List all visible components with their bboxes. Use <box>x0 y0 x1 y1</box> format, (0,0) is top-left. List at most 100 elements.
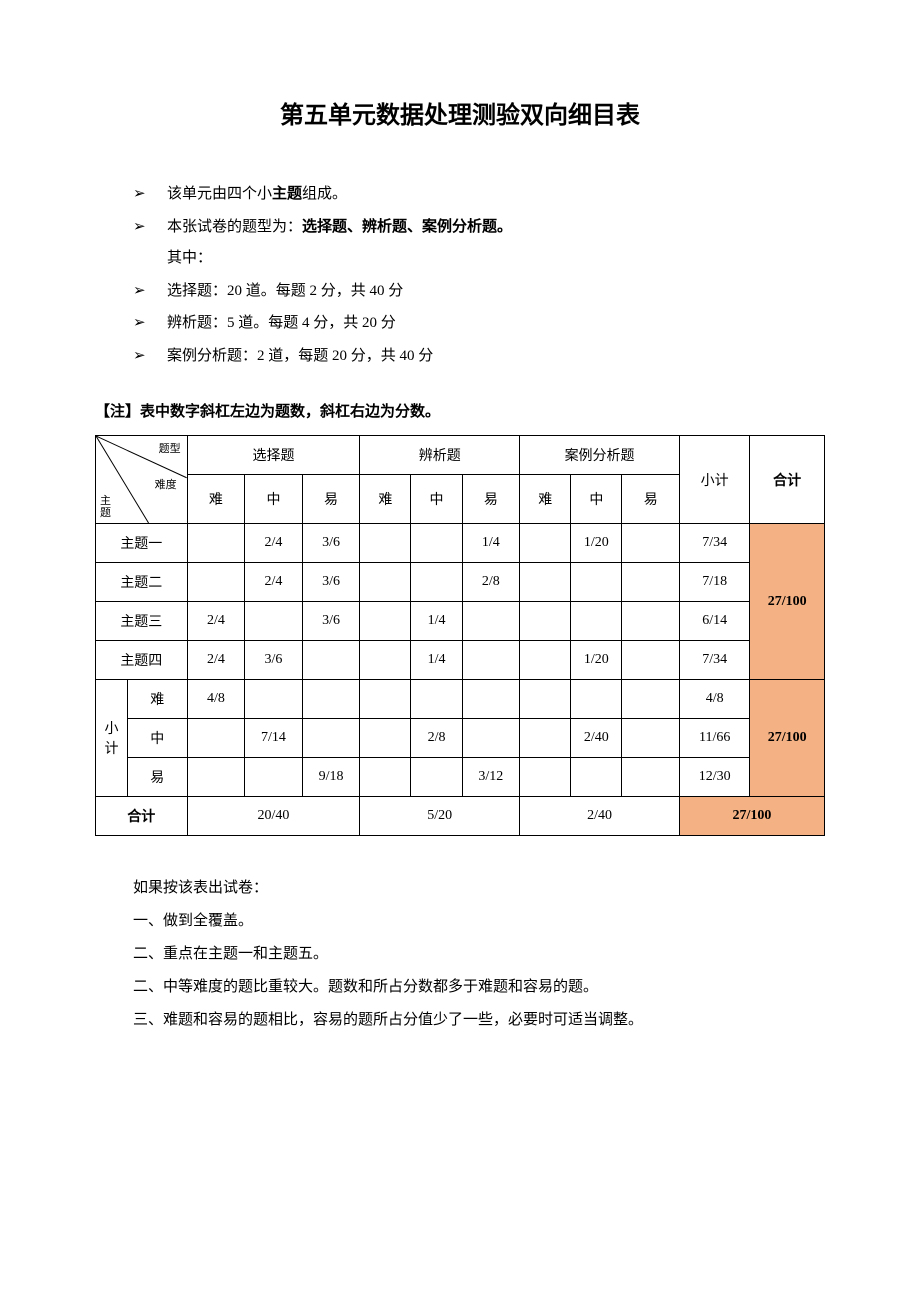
intro-line-3: 其中： <box>133 243 825 275</box>
footer-total-cell: 27/100 <box>680 797 825 836</box>
data-cell <box>245 680 303 719</box>
intro-line-4: ➢ 选择题：20 道。每题 2 分，共 40 分 <box>133 275 825 308</box>
data-cell <box>187 719 245 758</box>
grand-total-cell: 27/100 <box>750 680 825 797</box>
table-row: 主题一2/43/61/41/207/3427/100 <box>96 524 825 563</box>
subtotal-cell: 7/18 <box>680 563 750 602</box>
page-title: 第五单元数据处理测验双向细目表 <box>95 95 825 130</box>
data-cell <box>462 719 520 758</box>
intro-line-6: ➢ 案例分析题：2 道，每题 20 分，共 40 分 <box>133 340 825 373</box>
table-row: 易9/183/1212/30 <box>96 758 825 797</box>
data-cell <box>622 680 680 719</box>
sub-block-label: 小计 <box>96 680 128 797</box>
difficulty-header: 易 <box>462 475 520 524</box>
subtotal-cell: 4/8 <box>680 680 750 719</box>
row-label: 主题一 <box>96 524 188 563</box>
data-cell: 1/4 <box>411 641 462 680</box>
after-line: 三、难题和容易的题相比，容易的题所占分值少了一些，必要时可适当调整。 <box>133 1004 825 1037</box>
data-cell <box>302 719 360 758</box>
data-cell <box>302 680 360 719</box>
type-header: 辨析题 <box>360 436 520 475</box>
subtotal-header: 小计 <box>680 436 750 524</box>
subtotal-cell: 12/30 <box>680 758 750 797</box>
data-cell <box>187 524 245 563</box>
data-cell: 1/4 <box>462 524 520 563</box>
document-page: 第五单元数据处理测验双向细目表 ➢ 该单元由四个小主题组成。 ➢ 本张试卷的题型… <box>0 0 920 1302</box>
data-cell: 7/14 <box>245 719 303 758</box>
difficulty-header: 易 <box>302 475 360 524</box>
bullet-arrow-icon: ➢ <box>133 275 167 307</box>
table-note: 【注】表中数字斜杠左边为题数，斜杠右边为分数。 <box>95 400 825 421</box>
row-label: 主题二 <box>96 563 188 602</box>
data-cell <box>360 602 411 641</box>
data-cell <box>302 641 360 680</box>
table-body: 题型难度主题选择题辨析题案例分析题小计合计难中易难中易难中易主题一2/43/61… <box>96 436 825 836</box>
header-label-difficulty: 难度 <box>155 476 177 492</box>
text-bold: 主题 <box>272 186 302 202</box>
data-cell <box>622 719 680 758</box>
data-cell: 3/12 <box>462 758 520 797</box>
after-block: 如果按该表出试卷：一、做到全覆盖。二、重点在主题一和主题五。二、中等难度的题比重… <box>133 872 825 1037</box>
intro-block: ➢ 该单元由四个小主题组成。 ➢ 本张试卷的题型为：选择题、辨析题、案例分析题。… <box>133 178 825 372</box>
text-bold: 选择题、辨析题、案例分析题。 <box>302 219 512 235</box>
header-label-topic: 主题 <box>100 495 111 519</box>
row-label: 主题四 <box>96 641 188 680</box>
data-cell <box>360 719 411 758</box>
difficulty-header: 难 <box>187 475 245 524</box>
data-cell: 4/8 <box>187 680 245 719</box>
data-cell: 2/4 <box>187 641 245 680</box>
table-row: 合计20/405/202/4027/100 <box>96 797 825 836</box>
subtotal-cell: 6/14 <box>680 602 750 641</box>
after-line: 二、中等难度的题比重较大。题数和所占分数都多于难题和容易的题。 <box>133 971 825 1004</box>
data-cell <box>360 680 411 719</box>
data-cell <box>187 758 245 797</box>
difficulty-header: 难 <box>360 475 411 524</box>
intro-text-bold: 辨析题：5 道。每题 4 分，共 20 分 <box>167 308 396 340</box>
table-row: 主题三2/43/61/46/14 <box>96 602 825 641</box>
footer-label: 合计 <box>96 797 188 836</box>
intro-text: 该单元由四个小主题组成。 <box>167 179 347 211</box>
bullet-arrow-icon: ➢ <box>133 307 167 339</box>
data-cell <box>622 758 680 797</box>
data-cell <box>520 680 571 719</box>
total-header: 合计 <box>750 436 825 524</box>
data-cell <box>520 602 571 641</box>
data-cell <box>360 563 411 602</box>
sub-diff-label: 易 <box>127 758 187 797</box>
after-line: 如果按该表出试卷： <box>133 872 825 905</box>
data-cell: 2/4 <box>245 524 303 563</box>
table-row: 中7/142/82/4011/66 <box>96 719 825 758</box>
intro-text-bold: 选择题：20 道。每题 2 分，共 40 分 <box>167 276 403 308</box>
table-row: 主题二2/43/62/87/18 <box>96 563 825 602</box>
data-cell <box>520 563 571 602</box>
data-cell <box>360 524 411 563</box>
data-cell <box>520 758 571 797</box>
data-cell <box>622 563 680 602</box>
table-row: 小计难4/84/827/100 <box>96 680 825 719</box>
footer-cell: 2/40 <box>520 797 680 836</box>
difficulty-header: 易 <box>622 475 680 524</box>
data-cell: 2/8 <box>462 563 520 602</box>
data-cell <box>411 680 462 719</box>
difficulty-header: 难 <box>520 475 571 524</box>
intro-line-5: ➢ 辨析题：5 道。每题 4 分，共 20 分 <box>133 307 825 340</box>
data-cell <box>622 524 680 563</box>
grand-total-cell: 27/100 <box>750 524 825 680</box>
intro-line-1: ➢ 该单元由四个小主题组成。 <box>133 178 825 211</box>
data-cell <box>520 719 571 758</box>
spec-table: 题型难度主题选择题辨析题案例分析题小计合计难中易难中易难中易主题一2/43/61… <box>95 435 825 836</box>
after-line: 二、重点在主题一和主题五。 <box>133 938 825 971</box>
data-cell <box>622 602 680 641</box>
text-fragment: 该单元由四个小 <box>167 186 272 202</box>
after-line: 一、做到全覆盖。 <box>133 905 825 938</box>
intro-text: 本张试卷的题型为：选择题、辨析题、案例分析题。 <box>167 212 512 244</box>
table-row: 主题四2/43/61/41/207/34 <box>96 641 825 680</box>
data-cell: 2/4 <box>187 602 245 641</box>
data-cell <box>360 641 411 680</box>
data-cell: 3/6 <box>302 563 360 602</box>
data-cell: 1/20 <box>571 524 622 563</box>
data-cell: 2/8 <box>411 719 462 758</box>
intro-line-2: ➢ 本张试卷的题型为：选择题、辨析题、案例分析题。 <box>133 211 825 244</box>
data-cell <box>245 758 303 797</box>
text-fragment: 本张试卷的题型为： <box>167 219 302 235</box>
